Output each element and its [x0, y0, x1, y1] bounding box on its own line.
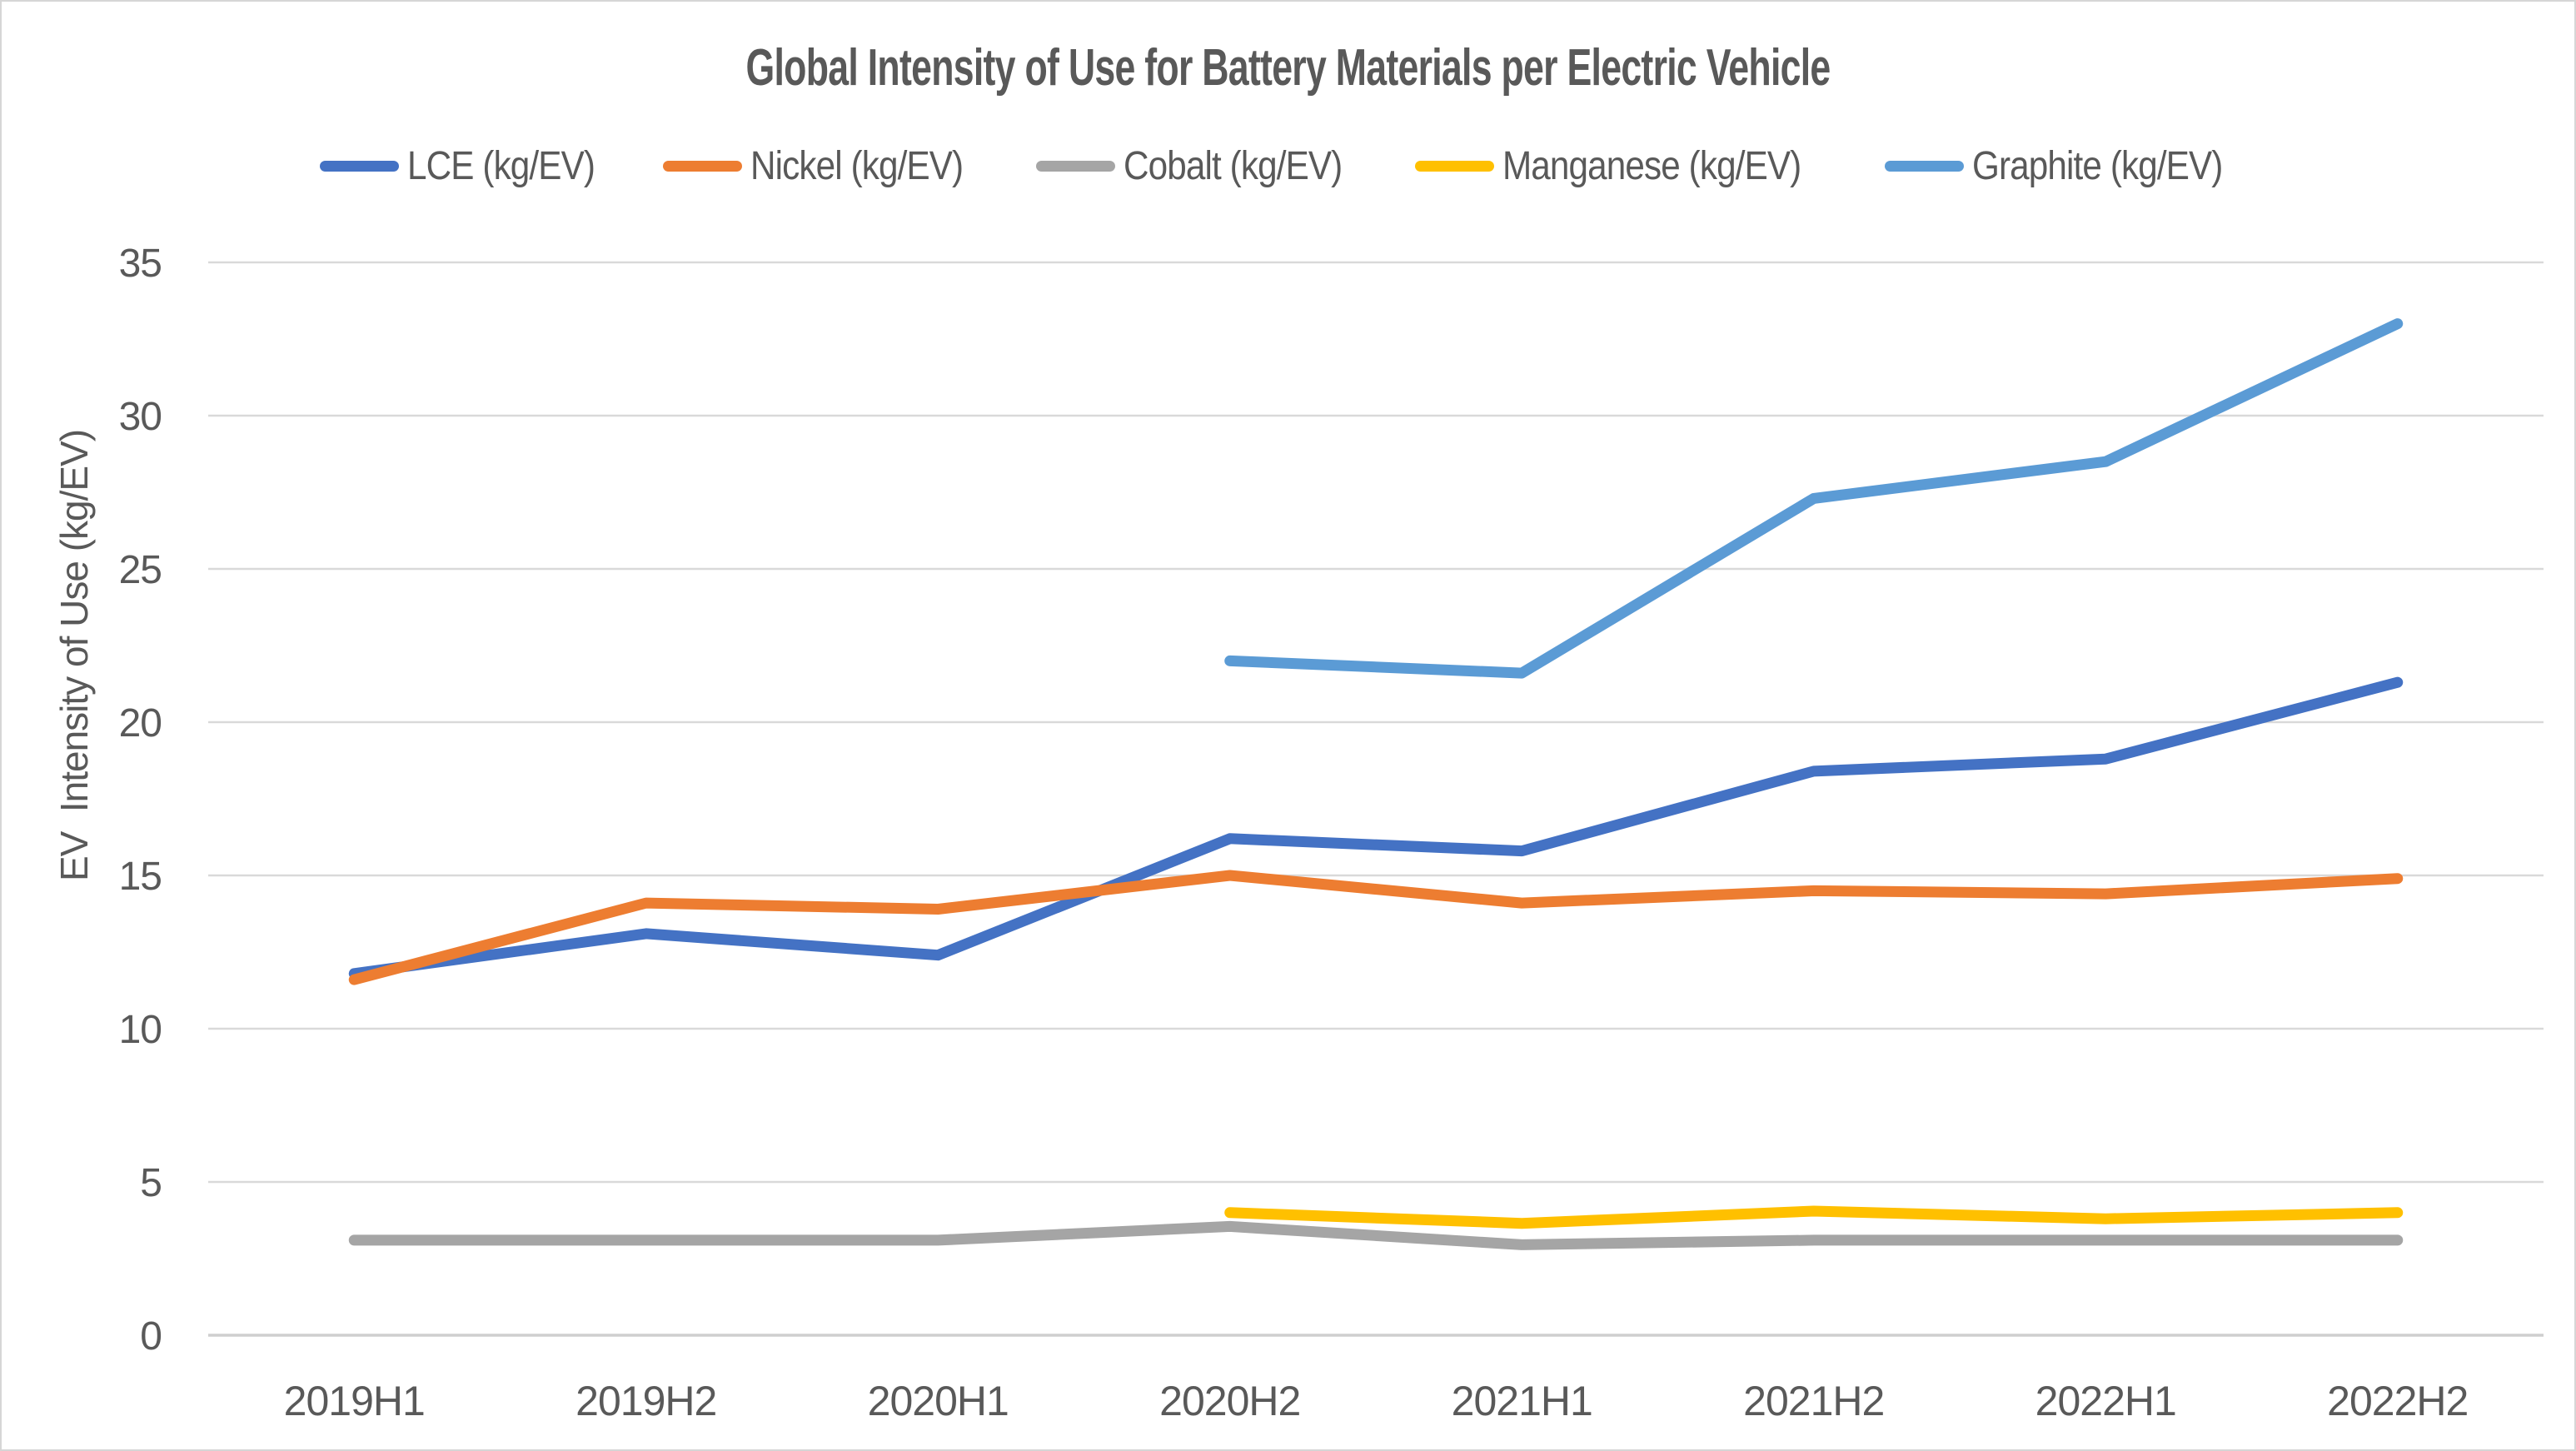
- y-tick-label: 20: [119, 701, 162, 745]
- legend-marker-graphite-icon: [1884, 161, 1964, 172]
- legend-label-nickel: Nickel (kg/EV): [750, 144, 964, 188]
- legend-label-cobalt: Cobalt (kg/EV): [1123, 144, 1343, 188]
- y-tick-label: 10: [119, 1008, 162, 1052]
- y-tick-label: 15: [119, 855, 162, 899]
- legend-item-cobalt: Cobalt (kg/EV): [1035, 143, 1372, 189]
- legend-item-graphite: Graphite (kg/EV): [1884, 143, 2256, 189]
- x-tick-label: 2021H1: [1452, 1378, 1592, 1424]
- legend-item-manganese: Manganese (kg/EV): [1414, 143, 1841, 189]
- y-tick-label: 35: [119, 242, 162, 286]
- legend-marker-cobalt-icon: [1035, 161, 1115, 172]
- legend-marker-manganese-icon: [1414, 161, 1494, 172]
- legend: LCE (kg/EV) Nickel (kg/EV) Cobalt (kg/EV) M…: [2, 143, 2574, 189]
- legend-label-graphite: Graphite (kg/EV): [1971, 144, 2223, 188]
- legend-label-lce: LCE (kg/EV): [406, 144, 595, 188]
- x-tick-label: 2020H1: [868, 1378, 1009, 1424]
- series-line-nickel: [348, 870, 2404, 985]
- y-tick-label: 0: [140, 1314, 162, 1359]
- x-tick-label: 2019H2: [575, 1378, 716, 1424]
- x-tick-label: 2019H1: [284, 1378, 425, 1424]
- legend-marker-lce-icon: [319, 161, 399, 172]
- y-tick-label: 30: [119, 395, 162, 439]
- y-tick-label: 5: [140, 1161, 162, 1205]
- y-tick-label: 25: [119, 548, 162, 592]
- x-tick-label: 2020H2: [1159, 1378, 1300, 1424]
- y-axis-title: EV Intensity of Use (kg/EV): [52, 430, 96, 881]
- series-line-cobalt: [348, 1220, 2404, 1250]
- legend-label-manganese: Manganese (kg/EV): [1502, 144, 1801, 188]
- legend-item-lce: LCE (kg/EV): [319, 143, 620, 189]
- series-line-manganese: [1224, 1205, 2404, 1229]
- x-tick-label: 2022H2: [2327, 1378, 2468, 1424]
- x-tick-label: 2021H2: [1743, 1378, 1884, 1424]
- legend-marker-nickel-icon: [663, 161, 743, 172]
- x-tick-label: 2022H1: [2035, 1378, 2176, 1424]
- legend-item-nickel: Nickel (kg/EV): [663, 143, 992, 189]
- series-line-lce: [348, 676, 2404, 980]
- chart-title: Global Intensity of Use for Battery Mate…: [745, 39, 1831, 97]
- series-line-graphite: [1224, 318, 2404, 679]
